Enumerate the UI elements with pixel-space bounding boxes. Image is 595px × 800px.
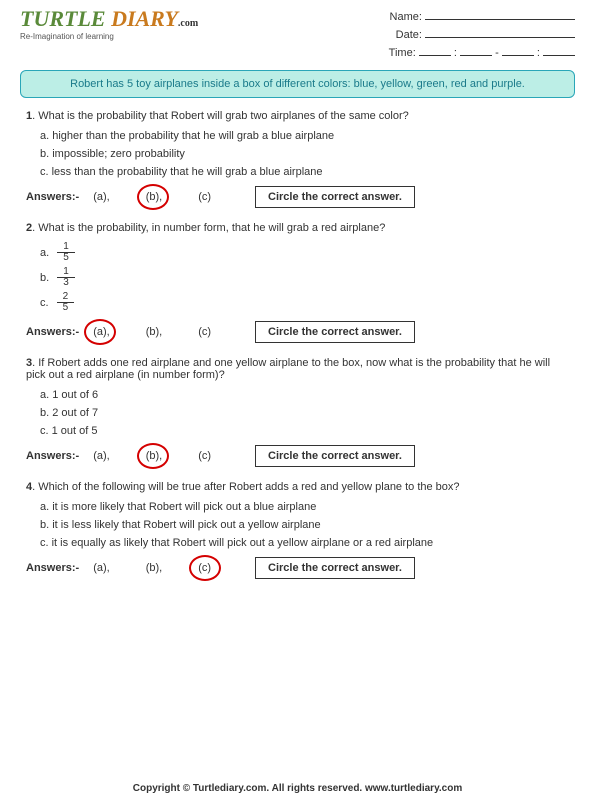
q3-options: a. 1 out of 6 b. 2 out of 7 c. 1 out of … [40,389,569,437]
q4-answer-row: Answers:- (a), (b), (c) Circle the corre… [26,557,569,579]
footer: Copyright © Turtlediary.com. All rights … [0,783,595,794]
q3-choice-a[interactable]: (a), [89,448,114,464]
logo-dotcom: .com [178,18,198,29]
header: TURTLE DIARY.com Re-Imagination of learn… [20,8,575,62]
q2-choice-c[interactable]: (c) [194,324,215,340]
q3-option-a: a. 1 out of 6 [40,389,569,401]
logo-part2: DIARY [111,6,178,31]
q2-options: a. 15 b. 13 c. 25 [40,242,569,313]
answers-label: Answers:- [26,450,79,462]
circle-instruction: Circle the correct answer. [255,186,415,208]
q3-choice-c[interactable]: (c) [194,448,215,464]
q1-option-a: a. higher than the probability that he w… [40,130,569,142]
q4-option-c: c. it is equally as likely that Robert w… [40,537,569,549]
time-field: Time: : - : [389,44,575,59]
circle-instruction: Circle the correct answer. [255,557,415,579]
q4-option-a: a. it is more likely that Robert will pi… [40,501,569,513]
q2-choices: (a), (b), (c) [89,324,215,340]
logo-part1: TURTLE [20,6,106,31]
q1-choice-c[interactable]: (c) [194,189,215,205]
name-line[interactable] [425,8,575,20]
name-field: Name: [389,8,575,23]
q4-choices: (a), (b), (c) [89,560,215,576]
q1-option-c: c. less than the probability that he wil… [40,166,569,178]
question-2: 2. What is the probability, in number fo… [20,222,575,343]
q2-option-c: c. 25 [40,292,569,313]
date-field: Date: [389,26,575,41]
q4-choice-a[interactable]: (a), [89,560,114,576]
q3-option-c: c. 1 out of 5 [40,425,569,437]
q2-answer-row: Answers:- (a), (b), (c) Circle the corre… [26,321,569,343]
q4-options: a. it is more likely that Robert will pi… [40,501,569,549]
question-4: 4. Which of the following will be true a… [20,481,575,579]
q1-answer-row: Answers:- (a), (b), (c) Circle the corre… [26,186,569,208]
q2-choice-b[interactable]: (b), [142,324,167,340]
q2-option-b: b. 13 [40,267,569,288]
q3-text: 3. If Robert adds one red airplane and o… [26,357,569,381]
q1-choices: (a), (b), (c) [89,189,215,205]
q4-choice-b[interactable]: (b), [142,560,167,576]
circle-instruction: Circle the correct answer. [255,445,415,467]
logo-text: TURTLE DIARY.com [20,8,198,30]
q2-choice-a[interactable]: (a), [89,324,114,340]
fraction: 25 [57,292,75,313]
fraction: 13 [57,267,75,288]
q3-choice-b[interactable]: (b), [142,448,167,464]
circle-instruction: Circle the correct answer. [255,321,415,343]
answers-label: Answers:- [26,191,79,203]
info-fields: Name: Date: Time: : - : [389,8,575,62]
q1-choice-a[interactable]: (a), [89,189,114,205]
question-1: 1. What is the probability that Robert w… [20,110,575,208]
q4-text: 4. Which of the following will be true a… [26,481,569,493]
tagline: Re-Imagination of learning [20,32,198,41]
logo: TURTLE DIARY.com Re-Imagination of learn… [20,8,198,62]
q2-option-a: a. 15 [40,242,569,263]
scenario-box: Robert has 5 toy airplanes inside a box … [20,70,575,98]
fraction: 15 [57,242,75,263]
q4-option-b: b. it is less likely that Robert will pi… [40,519,569,531]
q2-text: 2. What is the probability, in number fo… [26,222,569,234]
q1-options: a. higher than the probability that he w… [40,130,569,178]
q4-choice-c[interactable]: (c) [194,560,215,576]
answers-label: Answers:- [26,562,79,574]
q3-answer-row: Answers:- (a), (b), (c) Circle the corre… [26,445,569,467]
q3-option-b: b. 2 out of 7 [40,407,569,419]
answers-label: Answers:- [26,326,79,338]
date-line[interactable] [425,26,575,38]
q3-choices: (a), (b), (c) [89,448,215,464]
q1-choice-b[interactable]: (b), [142,189,167,205]
question-3: 3. If Robert adds one red airplane and o… [20,357,575,467]
q1-text: 1. What is the probability that Robert w… [26,110,569,122]
q1-option-b: b. impossible; zero probability [40,148,569,160]
